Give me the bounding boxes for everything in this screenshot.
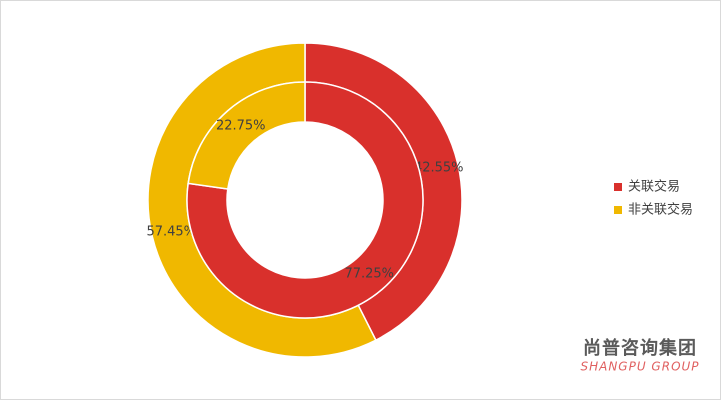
watermark-sub: SHANGPU GROUP [580,360,699,374]
legend-swatch [614,206,622,214]
legend-label: 关联交易 [628,179,680,195]
data-label: 22.75% [216,118,266,133]
data-label: 77.25% [344,267,394,282]
watermark-name: 尚普咨询集团 [583,337,697,359]
legend-swatch [614,183,622,191]
data-label: 57.45% [146,224,196,239]
ring-segment [187,81,306,190]
ring-segment [186,81,424,319]
data-label: 42.55% [414,161,464,176]
legend-label: 非关联交易 [628,202,693,218]
